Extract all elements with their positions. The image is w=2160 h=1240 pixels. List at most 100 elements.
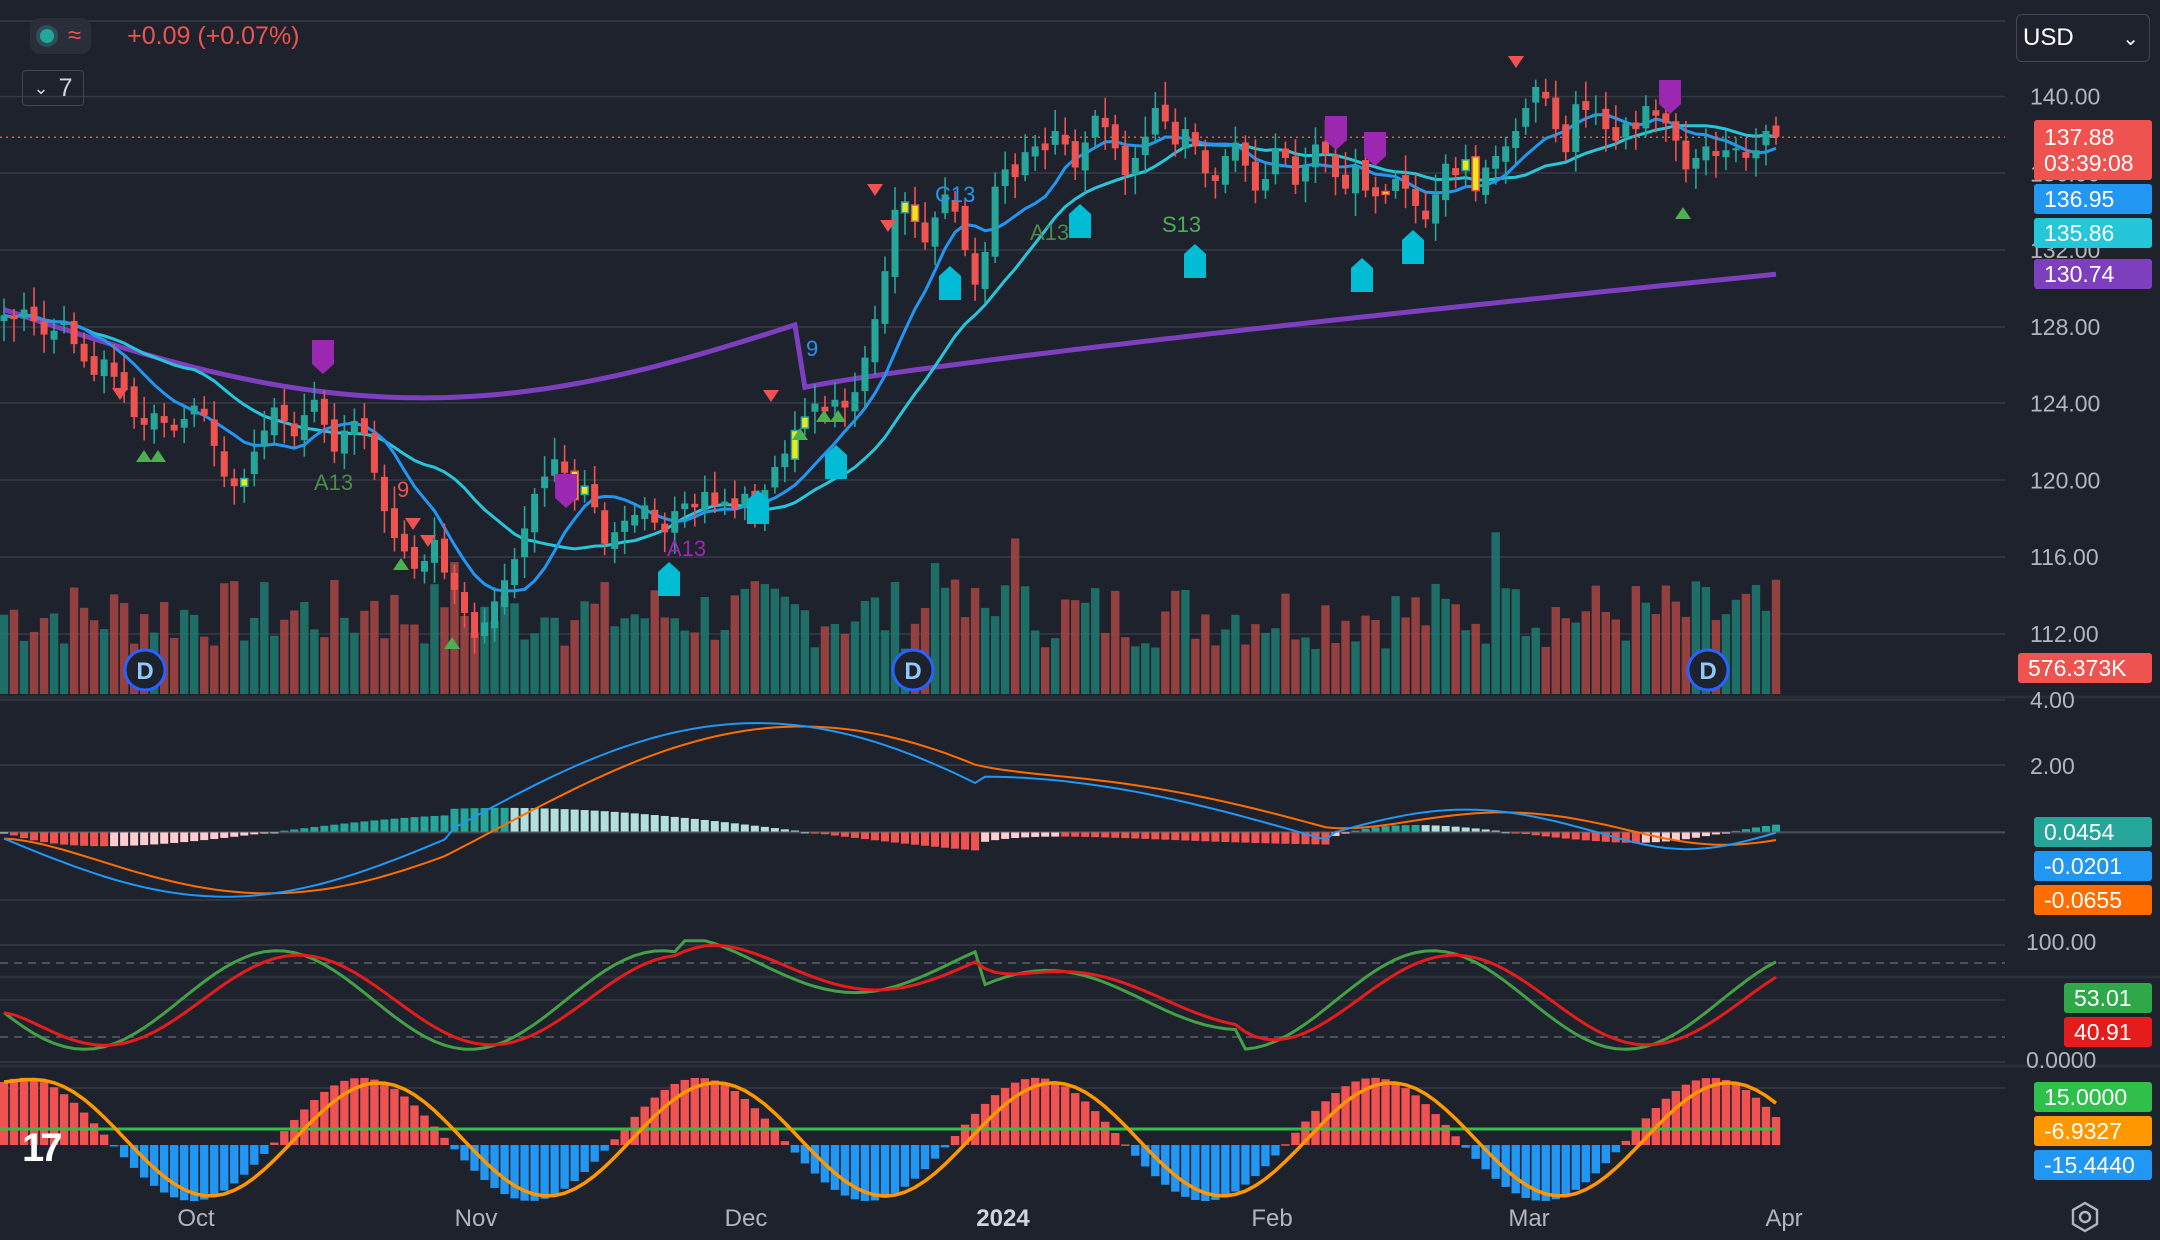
macd-hist-bar: [1571, 832, 1580, 840]
osc-hist-bar: [320, 1091, 329, 1145]
osc-hist-bar: [750, 1108, 760, 1145]
volume-bar: [1581, 611, 1590, 694]
candle-body: [591, 484, 599, 508]
volume-bar: [1771, 579, 1781, 694]
macd-hist-bar: [810, 832, 819, 834]
macd-hist-bar: [1521, 832, 1530, 835]
osc-hist-bar: [620, 1127, 629, 1145]
candle-body: [641, 505, 649, 520]
volume-bar: [380, 638, 389, 694]
annotation-label: 9: [397, 477, 409, 502]
currency-select[interactable]: USD ⌄: [2016, 14, 2150, 62]
osc-hist-bar: [540, 1145, 549, 1199]
volume-bar: [1701, 586, 1711, 694]
osc-hist-bar: [1501, 1145, 1510, 1187]
osc-hist-bar: [1681, 1084, 1691, 1145]
candle-body: [430, 539, 438, 563]
last-price-value: 137.88: [2044, 124, 2115, 150]
macd-hist-bar: [50, 832, 59, 844]
candle-body: [240, 477, 249, 488]
volume-bar: [1601, 612, 1611, 694]
signal-flag-up: [1069, 204, 1091, 238]
candle-body: [900, 201, 910, 214]
osc-hist-bar: [190, 1145, 199, 1201]
macd-hist-bar: [1321, 832, 1330, 845]
macd-hist-bar: [941, 832, 950, 848]
macd-hist-bar: [330, 824, 339, 832]
candle-body: [1752, 150, 1760, 159]
candle-body: [921, 222, 929, 243]
osc-hist-bar: [1371, 1077, 1380, 1145]
osc-hist-bar: [1101, 1121, 1110, 1145]
osc-hist-bar: [1321, 1101, 1330, 1145]
candle-body: [981, 251, 989, 290]
volume-bar: [9, 609, 19, 694]
volume-bar: [19, 640, 29, 694]
volume-bar: [1261, 632, 1270, 694]
volume-bar: [300, 601, 309, 694]
ma-slow-line: [3, 271, 1777, 401]
macd-hist-bar: [1751, 827, 1760, 832]
volume-bar: [290, 610, 299, 694]
candle-body: [1432, 194, 1440, 224]
time-label: Nov: [455, 1205, 498, 1232]
osc-hist-bar: [210, 1145, 219, 1197]
macd-hist-bar: [90, 832, 99, 847]
candle-body: [1201, 150, 1209, 174]
osc-hist-bar: [1060, 1086, 1070, 1145]
signal-flag-up: [747, 490, 769, 524]
volume-bar: [1391, 596, 1400, 694]
volume-bar: [1301, 637, 1310, 694]
macd-hist-bar: [370, 820, 379, 832]
volume-bar: [1000, 585, 1010, 694]
candle-body: [841, 400, 849, 408]
candle-body: [1141, 136, 1149, 156]
volume-bar: [1161, 611, 1170, 694]
volume-bar: [1091, 588, 1100, 694]
osc-hist-bar: [730, 1091, 740, 1145]
osc-hist-bar: [1301, 1121, 1310, 1145]
osc-hist-bar: [350, 1078, 359, 1145]
volume-bar: [59, 643, 69, 694]
volume-bar: [1381, 648, 1390, 694]
macd-hist-bar: [991, 832, 1000, 841]
volume-bar: [800, 610, 810, 694]
collapse-indicators-button[interactable]: ⌄ 7: [22, 70, 84, 106]
candle-body: [310, 399, 318, 412]
annotation-label: S13: [1162, 212, 1201, 237]
volume-bar: [260, 582, 269, 694]
volume-bar: [99, 629, 109, 694]
candle-body: [941, 194, 949, 214]
volume-bar: [1050, 638, 1060, 694]
macd-hist-bar: [180, 832, 189, 843]
candle-body: [781, 453, 789, 468]
macd-hist-bar: [700, 819, 709, 832]
volume-bar: [700, 596, 709, 694]
candle-body: [1392, 179, 1400, 191]
price-tick: 112.00: [2030, 621, 2099, 647]
osc-hist-bar: [1721, 1080, 1731, 1145]
macd-hist-bar: [1091, 832, 1100, 838]
candle-body: [790, 429, 800, 460]
macd-hist-bar: [550, 808, 559, 832]
macd-hist-bar: [690, 818, 699, 832]
osc-hist-bar: [550, 1145, 559, 1195]
candle-body: [380, 476, 388, 512]
macd-hist-bar: [420, 816, 429, 832]
osc-hist-bar: [200, 1145, 209, 1200]
osc-hist-bar: [670, 1083, 679, 1145]
settings-icon[interactable]: [2068, 1200, 2102, 1234]
tradingview-logo[interactable]: 17: [22, 1126, 62, 1170]
price-tick: 120.00: [2030, 467, 2100, 493]
osc-hist-bar: [1121, 1144, 1130, 1146]
macd-hist-bar: [951, 832, 960, 849]
status-pill[interactable]: ≈: [30, 18, 92, 54]
macd-tick: 2.00: [2030, 753, 2075, 779]
time-label: Oct: [177, 1205, 215, 1232]
candle-body: [1692, 157, 1700, 169]
annotation-label: A13: [314, 470, 353, 495]
candle-body: [1342, 174, 1350, 189]
osc-hist-bar: [0, 1081, 9, 1145]
osc-hist-bar: [1641, 1118, 1651, 1145]
